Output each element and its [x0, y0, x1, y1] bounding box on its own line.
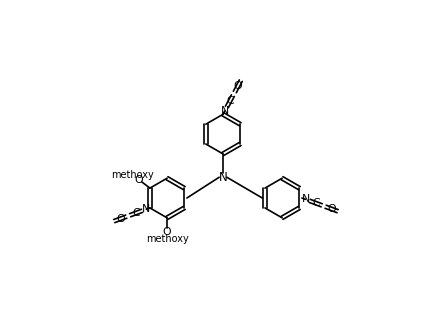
Text: O: O [163, 227, 172, 237]
Text: N: N [142, 205, 150, 214]
Text: C: C [312, 198, 320, 208]
Text: N: N [219, 171, 227, 184]
Text: O: O [116, 214, 124, 224]
Text: C: C [132, 208, 140, 218]
Text: N: N [221, 106, 229, 116]
Text: methoxy: methoxy [146, 234, 188, 244]
Text: methoxy: methoxy [111, 170, 153, 180]
Text: N: N [302, 195, 310, 205]
Text: O: O [135, 175, 143, 185]
Text: C: C [226, 96, 234, 106]
Text: O: O [233, 81, 242, 91]
Text: O: O [327, 204, 336, 214]
